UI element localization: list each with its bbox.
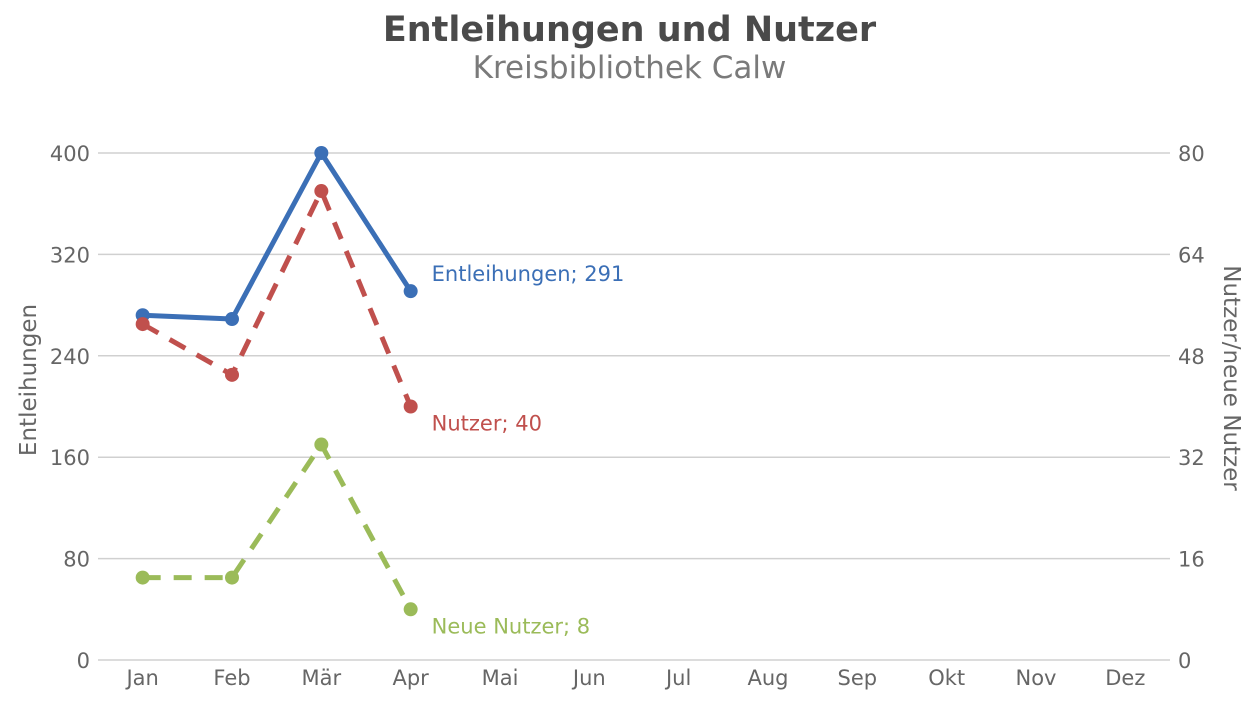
nutzer-point — [135, 317, 150, 332]
left-tick-label: 240 — [50, 345, 90, 369]
entleihungen-point — [225, 312, 239, 327]
right-tick-label: 32 — [1178, 446, 1205, 470]
x-tick-label: Apr — [392, 666, 429, 690]
x-tick-label: Dez — [1105, 666, 1145, 690]
x-tick-label: Okt — [928, 666, 965, 690]
left-tick-label: 80 — [63, 548, 90, 572]
left-axis-ticks: 0 80 160 240 320 400 — [50, 142, 90, 673]
right-tick-label: 64 — [1178, 243, 1205, 267]
neue_nutzer-line — [142, 442, 413, 611]
chart-title: Entleihungen und Nutzer — [382, 10, 877, 50]
x-tick-label: Mai — [482, 666, 519, 690]
entleihungen-end-label: Entleihungen; 291 — [432, 262, 625, 286]
nutzer-point — [314, 184, 329, 199]
entleihungen-point — [314, 146, 329, 160]
entleihungen-line — [142, 150, 413, 322]
chart-subtitle: Kreisbibliothek Calw — [472, 50, 787, 86]
left-tick-label: 160 — [50, 446, 90, 470]
x-tick-label: Nov — [1016, 666, 1057, 690]
neue_nutzer-point — [135, 570, 150, 585]
right-axis-title: Nutzer/neue Nutzer — [1218, 265, 1244, 491]
left-tick-label: 320 — [50, 243, 90, 267]
right-tick-label: 80 — [1178, 142, 1205, 166]
right-axis-ticks: 0 16 32 48 64 80 — [1178, 142, 1205, 673]
series-layer: Entleihungen; 291 Nutzer; 40 Neue Nutzer; … — [135, 146, 625, 638]
nutzer-point — [225, 367, 239, 382]
nutzer-point — [403, 399, 418, 414]
right-tick-label: 0 — [1178, 649, 1191, 673]
nutzer-line — [141, 188, 413, 408]
neue_nutzer-point — [403, 602, 418, 617]
entleihungen-point — [403, 284, 418, 299]
x-tick-label: Jul — [664, 666, 691, 690]
neue_nutzer-point — [225, 570, 239, 585]
x-tick-label: Jan — [124, 666, 158, 690]
neue_nutzer-point — [314, 437, 329, 452]
x-tick-label: Feb — [213, 666, 250, 690]
left-tick-label: 400 — [50, 142, 90, 166]
x-tick-label: Jun — [571, 666, 606, 690]
x-axis-ticks: Jan Feb Mär Apr Mai Jun Jul Aug Sep Okt Nov Dez — [124, 666, 1145, 690]
right-tick-label: 48 — [1178, 345, 1205, 369]
gridlines — [98, 152, 1170, 661]
nutzer-end-label: Nutzer; 40 — [432, 412, 542, 436]
neue_nutzer-end-label: Neue Nutzer; 8 — [432, 614, 590, 638]
left-tick-label: 0 — [77, 649, 90, 673]
right-tick-label: 16 — [1178, 548, 1205, 572]
left-axis-title: Entleihungen — [16, 304, 42, 456]
x-tick-label: Aug — [747, 666, 788, 690]
x-tick-label: Sep — [838, 666, 878, 690]
x-tick-label: Mär — [302, 666, 342, 690]
